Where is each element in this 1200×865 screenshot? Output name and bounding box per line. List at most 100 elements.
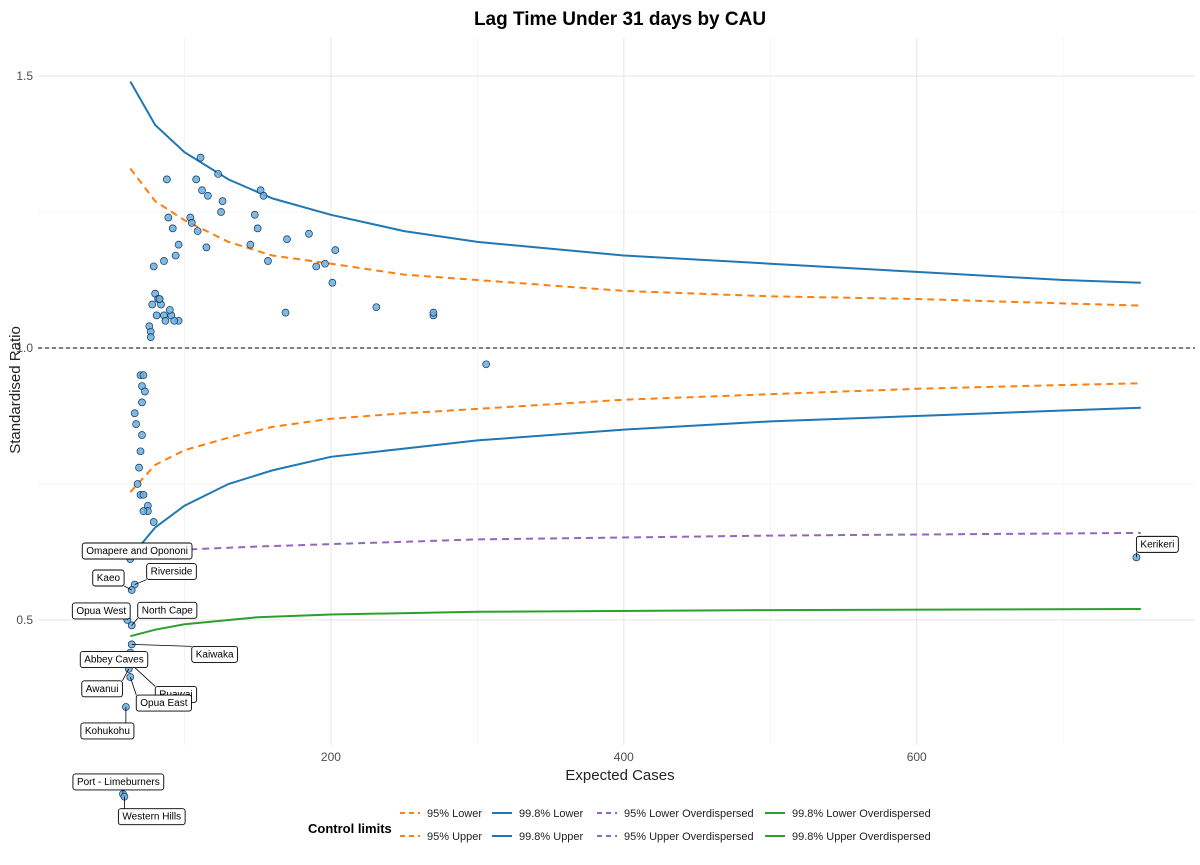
data-point xyxy=(146,333,155,341)
point-label: Kerikeri xyxy=(1135,535,1179,553)
grid-minor xyxy=(38,38,1195,745)
data-point xyxy=(138,431,146,439)
data-point xyxy=(214,170,222,178)
line-l998 xyxy=(129,406,1141,559)
legend-items: 95% Lower 95% Upper 99.8% Lower 99.8% Upper… xyxy=(400,808,931,843)
y-tick-label: 1.0 xyxy=(16,341,33,355)
x-tick-label: 600 xyxy=(907,750,927,764)
x-tick-label: 200 xyxy=(321,750,341,764)
data-point xyxy=(264,257,272,265)
legend-item-l998od: 99.8% Lower Overdispersed xyxy=(765,808,931,820)
data-point xyxy=(305,229,313,238)
data-point xyxy=(136,447,145,456)
point-label-box xyxy=(191,645,238,663)
legend-item-l95: 95% Lower xyxy=(400,808,482,820)
data-point xyxy=(160,257,168,265)
point-label: Awanui xyxy=(81,680,123,698)
data-point xyxy=(164,213,173,222)
data-point xyxy=(429,308,438,317)
point-label-text: Port - Limeburners xyxy=(77,777,160,788)
point-label-text: Kaeo xyxy=(97,573,121,584)
point-label-text: Opua West xyxy=(76,606,126,617)
data-point xyxy=(148,300,157,309)
line-u95 xyxy=(129,167,1141,307)
point-label-text: Kaiwaka xyxy=(196,649,234,660)
data-point xyxy=(259,191,268,200)
data-point xyxy=(198,186,206,195)
point-label: Opua East xyxy=(135,694,192,712)
legend: Control limits 95% Lower 95% Upper 99.8% L… xyxy=(308,808,931,843)
label-leader xyxy=(129,676,137,696)
point-label: Kaiwaka xyxy=(191,645,238,663)
data-point xyxy=(132,420,140,428)
data-point xyxy=(139,507,148,515)
point-label-box xyxy=(135,694,192,712)
line-l95od xyxy=(130,531,1141,553)
data-point xyxy=(135,463,143,472)
legend-label: 99.8% Lower Overdispersed xyxy=(792,808,931,820)
data-point xyxy=(321,259,329,268)
data-point xyxy=(196,153,205,162)
data-point xyxy=(171,251,180,260)
data-point xyxy=(161,316,170,325)
data-point xyxy=(141,387,149,396)
label-leader xyxy=(131,643,192,647)
data-point xyxy=(283,235,291,244)
data-point xyxy=(193,227,202,235)
y-axis-ticks: 0.5 1.0 1.5 xyxy=(16,69,33,627)
point-label-box xyxy=(117,808,186,826)
data-point xyxy=(149,518,158,526)
line-l95 xyxy=(129,382,1141,493)
y-axis-title: Standardised Ratio xyxy=(7,326,24,454)
legend-label: 99.8% Lower xyxy=(519,808,584,820)
legend-item-l998: 99.8% Lower xyxy=(492,808,584,820)
data-point xyxy=(155,295,164,303)
data-point xyxy=(152,311,161,320)
data-point xyxy=(281,308,290,317)
legend-label: 99.8% Upper Overdispersed xyxy=(792,831,931,843)
data-point xyxy=(187,219,196,227)
point-label: Riverside xyxy=(146,563,197,581)
x-axis-ticks: 200 400 600 xyxy=(321,750,927,764)
point-label-box xyxy=(1135,535,1179,553)
data-point xyxy=(372,303,381,312)
point-label-text: Western Hills xyxy=(122,812,181,823)
y-tick-label: 1.5 xyxy=(16,69,33,83)
plot-panel: Omapere and Opononi Riverside Kaeo Opua Wes… xyxy=(38,38,1195,826)
point-labels: Omapere and Opononi Riverside Kaeo Opua Wes… xyxy=(71,535,1179,826)
point-label-text: Omapere and Opononi xyxy=(86,546,188,557)
data-point xyxy=(217,208,225,216)
data-point xyxy=(482,360,491,369)
point-label-text: Kerikeri xyxy=(1140,539,1174,550)
point-label-text: Opua East xyxy=(140,698,187,709)
legend-item-u95: 95% Upper xyxy=(400,831,482,843)
x-tick-label: 400 xyxy=(614,750,634,764)
point-label-box xyxy=(137,601,198,619)
point-label-box xyxy=(81,542,193,560)
point-label: Kaeo xyxy=(92,569,125,587)
point-label-box xyxy=(92,569,125,587)
label-leader xyxy=(122,668,130,682)
data-point xyxy=(163,175,171,184)
legend-label: 95% Lower Overdispersed xyxy=(624,808,754,820)
data-point xyxy=(250,210,259,219)
data-point xyxy=(149,262,158,271)
legend-item-l95od: 95% Lower Overdispersed xyxy=(597,808,754,820)
data-point xyxy=(312,262,321,271)
point-label: North Cape xyxy=(137,601,198,619)
point-label-text: Kohukohu xyxy=(85,726,130,737)
legend-label: 95% Lower xyxy=(427,808,482,820)
legend-label: 95% Upper xyxy=(427,831,482,843)
point-label-box xyxy=(71,602,131,620)
data-point xyxy=(218,197,227,206)
point-label-text: Riverside xyxy=(151,567,193,578)
data-point xyxy=(246,240,255,249)
point-label: Omapere and Opononi xyxy=(81,542,193,560)
point-label-box xyxy=(81,680,123,698)
label-leaders xyxy=(122,552,1137,809)
point-label-text: Awanui xyxy=(86,684,119,695)
data-point xyxy=(174,240,183,249)
label-leader xyxy=(134,579,147,585)
data-point xyxy=(204,191,212,200)
